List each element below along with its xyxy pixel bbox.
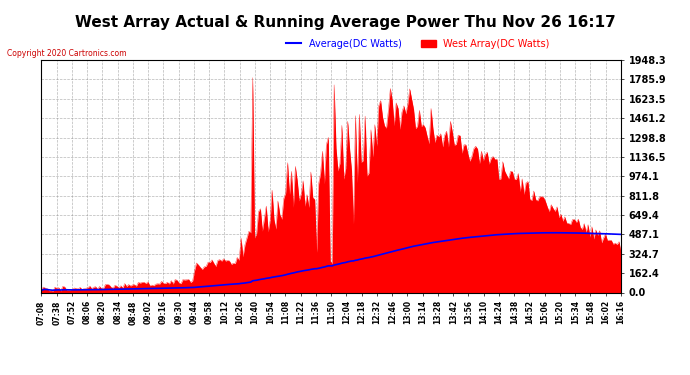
Legend: Average(DC Watts), West Array(DC Watts): Average(DC Watts), West Array(DC Watts) — [282, 34, 554, 53]
Text: Copyright 2020 Cartronics.com: Copyright 2020 Cartronics.com — [7, 49, 126, 58]
Text: West Array Actual & Running Average Power Thu Nov 26 16:17: West Array Actual & Running Average Powe… — [75, 15, 615, 30]
